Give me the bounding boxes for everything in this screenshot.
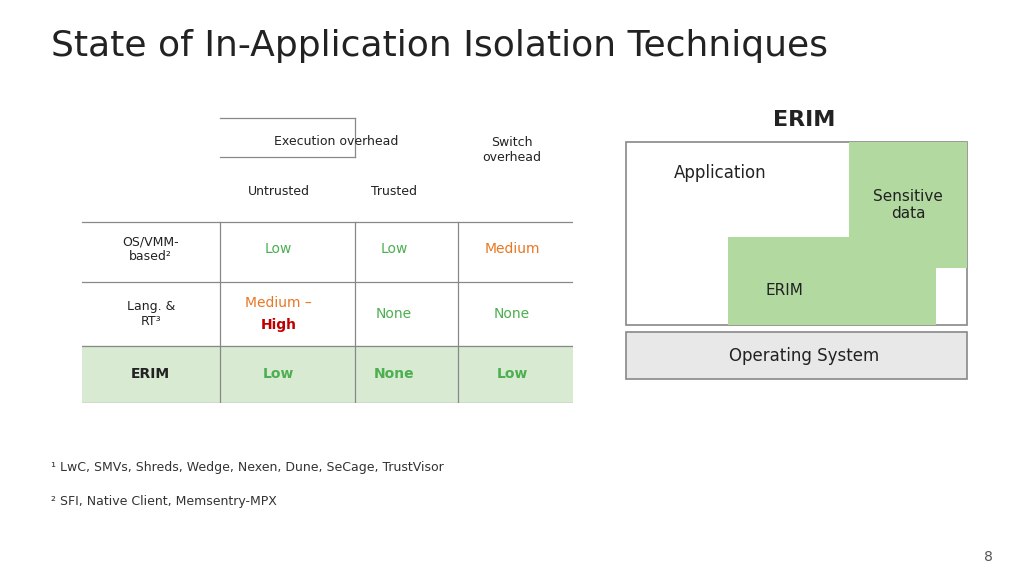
- Text: Low: Low: [263, 367, 294, 381]
- Text: ERIM: ERIM: [773, 109, 835, 130]
- Text: Medium: Medium: [484, 242, 540, 256]
- Text: Untrusted: Untrusted: [248, 185, 309, 198]
- Text: None: None: [494, 307, 530, 321]
- Text: 8: 8: [984, 551, 993, 564]
- Text: Operating System: Operating System: [729, 347, 879, 365]
- Text: Low: Low: [265, 242, 292, 256]
- Bar: [626, 142, 967, 325]
- Text: Trusted: Trusted: [371, 185, 417, 198]
- Text: Low: Low: [380, 242, 408, 256]
- Text: None: None: [374, 367, 415, 381]
- Bar: [626, 332, 967, 380]
- Text: OS/VMM-
based²: OS/VMM- based²: [123, 235, 179, 263]
- Text: Sensitive
data: Sensitive data: [873, 189, 943, 221]
- Bar: [82, 346, 573, 403]
- Text: Execution overhead: Execution overhead: [274, 135, 398, 147]
- Text: State of In-Application Isolation Techniques: State of In-Application Isolation Techni…: [51, 29, 828, 63]
- Text: Low: Low: [497, 367, 527, 381]
- Text: Lang. &
RT³: Lang. & RT³: [127, 300, 175, 328]
- Text: Switch
overhead: Switch overhead: [482, 136, 542, 164]
- Text: None: None: [376, 307, 412, 321]
- Text: High: High: [260, 318, 297, 332]
- Text: ERIM: ERIM: [766, 283, 804, 298]
- Bar: [849, 142, 967, 268]
- Text: ERIM: ERIM: [131, 367, 170, 381]
- Text: Application: Application: [674, 164, 767, 183]
- Text: ² SFI, Native Client, Memsentry-MPX: ² SFI, Native Client, Memsentry-MPX: [51, 495, 278, 509]
- Text: Medium –: Medium –: [245, 296, 312, 310]
- Text: ¹ LwC, SMVs, Shreds, Wedge, Nexen, Dune, SeCage, TrustVisor: ¹ LwC, SMVs, Shreds, Wedge, Nexen, Dune,…: [51, 461, 444, 474]
- Bar: [728, 237, 936, 325]
